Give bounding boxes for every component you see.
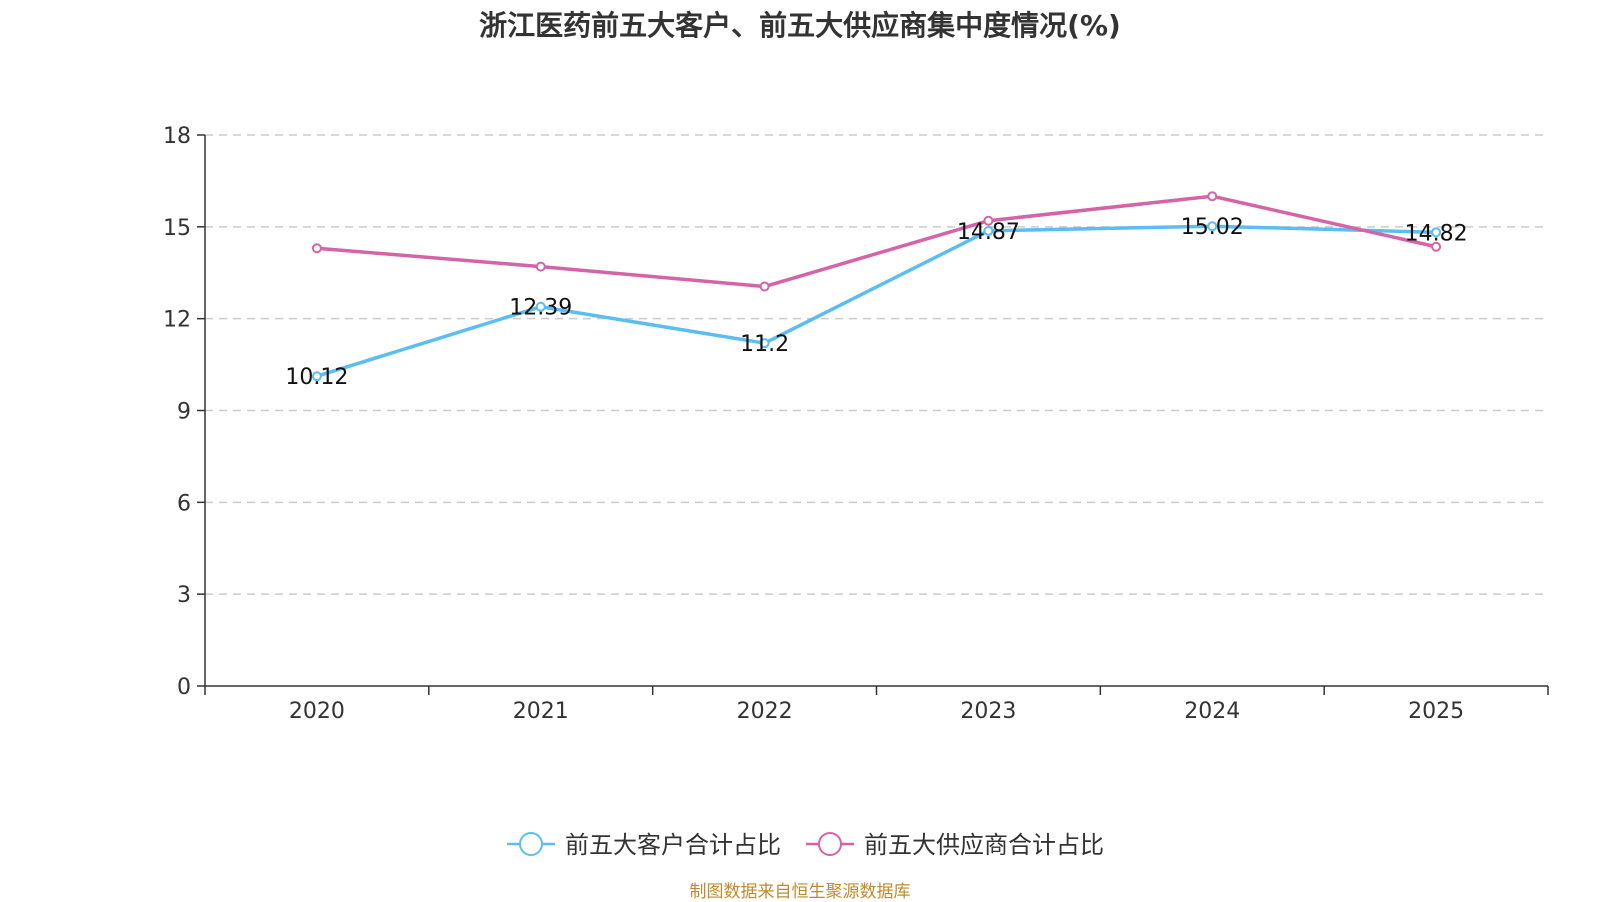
- x-tick-label: 2023: [960, 699, 1016, 724]
- data-label: 14.87: [957, 220, 1020, 245]
- data-point: [535, 301, 546, 312]
- series-line-0: [316, 224, 1437, 378]
- y-tick-label: 6: [177, 491, 191, 516]
- x-tick-label: 2020: [289, 699, 345, 724]
- data-label: 14.82: [1405, 221, 1468, 246]
- legend-label: 前五大客户合计占比: [565, 831, 781, 859]
- data-labels: 10.12 12.39 11.2 14.87 15.02 14.82: [285, 215, 1467, 390]
- data-point: [535, 261, 546, 272]
- y-tick-label: 18: [163, 124, 191, 149]
- data-point: [311, 371, 322, 382]
- x-tick-label: 2025: [1408, 699, 1464, 724]
- gridlines: [205, 134, 1548, 595]
- data-label: 10.12: [285, 365, 348, 390]
- y-tick-label: 12: [163, 308, 191, 333]
- legend-item-0[interactable]: 前五大客户合计占比: [507, 831, 781, 859]
- data-point: [983, 215, 994, 226]
- legend-marker-icon: [818, 832, 842, 856]
- x-tick-label: 2024: [1184, 699, 1240, 724]
- source-note: 制图数据来自恒生聚源数据库: [689, 882, 911, 902]
- data-point: [1207, 191, 1218, 202]
- series-lines: [311, 191, 1442, 382]
- data-point: [1431, 227, 1442, 238]
- legend-marker-icon: [519, 832, 543, 856]
- data-point: [759, 281, 770, 292]
- data-point: [1207, 221, 1218, 232]
- data-label: 15.02: [1181, 215, 1244, 240]
- legend-item-1[interactable]: 前五大供应商合计占比: [806, 831, 1104, 859]
- x-tick-label: 2021: [513, 699, 569, 724]
- y-tick-label: 9: [177, 400, 191, 425]
- x-tick-label: 2022: [737, 699, 793, 724]
- y-tick-label: 0: [177, 675, 191, 700]
- series-line-1: [316, 194, 1437, 289]
- data-label: 11.2: [740, 332, 789, 357]
- data-point: [1431, 241, 1442, 252]
- legend[interactable]: 前五大客户合计占比 前五大供应商合计占比: [507, 831, 1104, 859]
- y-tick-label: 3: [177, 583, 191, 608]
- y-tick-label: 15: [163, 216, 191, 241]
- legend-label: 前五大供应商合计占比: [864, 831, 1104, 859]
- data-point: [311, 243, 322, 254]
- data-point: [759, 338, 770, 349]
- data-point: [983, 225, 994, 236]
- chart-title: 浙江医药前五大客户、前五大供应商集中度情况(%): [479, 9, 1121, 42]
- axes: 0 3 6 9 12 15 18 2020 2021 2022 2023 2024 2025: [163, 124, 1549, 724]
- data-label: 12.39: [509, 296, 572, 321]
